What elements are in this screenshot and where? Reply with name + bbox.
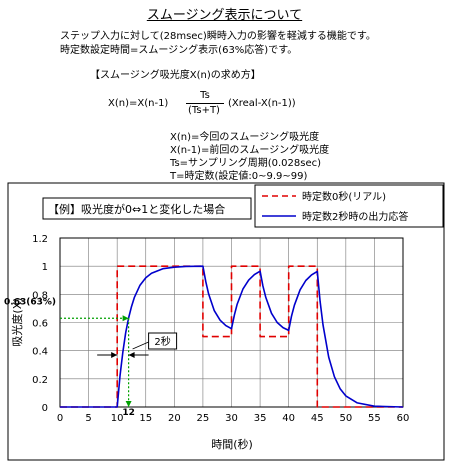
x-tick-label: 40 bbox=[282, 413, 295, 424]
definition-4: T=時定数(設定値:0~9.9~99) bbox=[170, 171, 308, 182]
y-tick-label: 1.2 bbox=[32, 234, 48, 245]
legend-label-response: 時定数2秒時の出力応答 bbox=[302, 210, 408, 223]
span-arrowhead-left bbox=[111, 352, 118, 358]
x-tick-label: 45 bbox=[311, 413, 324, 424]
example-box bbox=[42, 197, 252, 220]
formula-left: X(n)=X(n-1) bbox=[108, 98, 169, 109]
x-tick-label: 55 bbox=[368, 413, 381, 424]
example-label: 【例】吸光度が0⇔1と変化した場合 bbox=[48, 202, 225, 216]
plot-area bbox=[59, 237, 404, 408]
intro-text-1: ステップ入力に対して(28msec)瞬時入力の影響を軽減する機能です。 bbox=[60, 31, 376, 42]
span-label-box bbox=[148, 332, 178, 350]
x-tick-label: 35 bbox=[254, 413, 267, 424]
x-tick-label: 25 bbox=[197, 413, 210, 424]
y-axis-label: 吸光度(X) bbox=[10, 297, 24, 346]
y-marker-arrow bbox=[122, 315, 129, 322]
legend bbox=[254, 184, 444, 228]
definition-3: Ts=サンプリング周期(0.028sec) bbox=[170, 158, 322, 169]
x-axis-label: 時間(秒) bbox=[211, 437, 253, 451]
y-tick-label: 0.6 bbox=[32, 319, 48, 330]
y-marker-label: 0.63(63%) bbox=[4, 297, 56, 307]
series-line-response bbox=[60, 265, 404, 408]
formula-fraction-bar bbox=[186, 103, 224, 104]
definition-2: X(n-1)=前回のスムージング吸光度 bbox=[170, 145, 330, 156]
x-tick-label: 15 bbox=[139, 413, 152, 424]
span-label: 2秒 bbox=[154, 335, 170, 348]
y-tick-label: 0 bbox=[42, 403, 48, 414]
x-tick-label: 50 bbox=[339, 413, 352, 424]
y-tick-label: 1 bbox=[42, 262, 48, 273]
x-tick-label: 20 bbox=[168, 413, 181, 424]
formula-heading: 【スムージング吸光度X(n)の求め方】 bbox=[90, 70, 261, 81]
series-line-realtime bbox=[60, 265, 403, 408]
formula-right: (Xreal-X(n-1)) bbox=[228, 98, 296, 109]
page-title: スムージング表示について bbox=[146, 8, 303, 23]
x-tick-label: 0 bbox=[57, 413, 63, 424]
span-callout-line bbox=[132, 341, 149, 350]
tick-labels: 0 5 10 15 20 25 30 35 40 45 50 55 60 0 0.2 0.4 0.6 0.8 1 1.… bbox=[32, 234, 409, 424]
series-group bbox=[60, 265, 404, 408]
definition-1: X(n)=今回のスムージング吸光度 bbox=[170, 132, 320, 143]
x-marker-label: 12 bbox=[122, 408, 135, 418]
y-tick-label: 0.2 bbox=[32, 375, 48, 386]
x-marker-arrow bbox=[125, 401, 132, 407]
x-tick-label: 5 bbox=[85, 413, 91, 424]
annotations: 0.63(63%) 12 2秒 bbox=[4, 297, 178, 418]
x-tick-label: 60 bbox=[397, 413, 410, 424]
y-tick-label: 0.8 bbox=[32, 290, 48, 301]
intro-text-2: 時定数設定時間=スムージング表示(63%応答)です。 bbox=[60, 45, 298, 56]
x-tick-label: 10 bbox=[111, 413, 124, 424]
formula-denominator: (Ts+T) bbox=[188, 105, 220, 116]
y-tick-label: 0.4 bbox=[32, 347, 48, 358]
x-tick-label: 30 bbox=[225, 413, 238, 424]
span-arrowhead-right bbox=[128, 352, 135, 358]
legend-label-realtime: 時定数0秒(リアル) bbox=[302, 190, 386, 203]
chart-frame bbox=[7, 182, 445, 461]
formula-numerator: Ts bbox=[200, 90, 210, 101]
